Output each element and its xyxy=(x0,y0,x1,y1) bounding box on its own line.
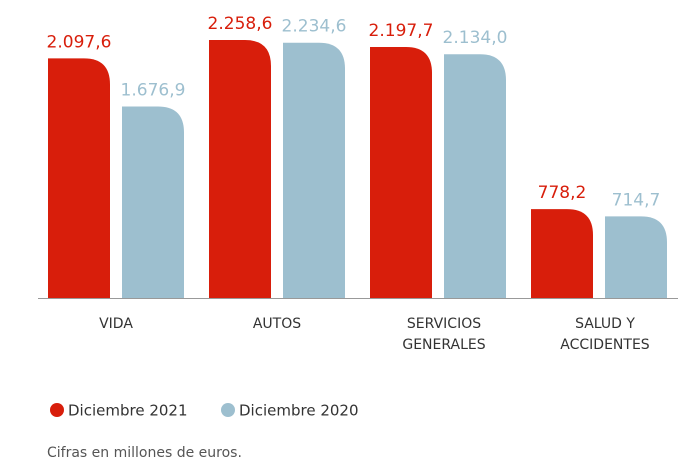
x-tick-label: AUTOS xyxy=(252,316,302,332)
x-tick-label: SERVICIOS GENERALES xyxy=(402,316,486,353)
legend-label: Diciembre 2020 xyxy=(239,402,359,420)
legend-swatch xyxy=(50,403,64,417)
value-label: 1.676,9 xyxy=(121,80,186,100)
value-label: 2.097,6 xyxy=(47,32,112,52)
bar xyxy=(209,40,271,298)
bar xyxy=(283,42,345,299)
bar xyxy=(531,209,593,298)
value-label: 2.134,0 xyxy=(443,28,508,48)
value-label: 778,2 xyxy=(538,183,587,203)
bar xyxy=(122,106,184,298)
x-tick-label: VIDA xyxy=(99,316,133,332)
bar xyxy=(444,54,506,299)
value-label: 2.197,7 xyxy=(369,21,434,41)
legend-label: Diciembre 2021 xyxy=(68,402,188,420)
note: Cifras en millones de euros. xyxy=(47,445,242,461)
value-label: 714,7 xyxy=(612,190,661,210)
x-tick-label: SALUD Y ACCIDENTES xyxy=(560,316,650,353)
bar xyxy=(370,46,432,299)
bar xyxy=(48,58,110,298)
legend-swatch xyxy=(221,403,235,417)
value-label: 2.234,6 xyxy=(282,17,347,37)
value-label: 2.258,6 xyxy=(208,14,273,34)
bar xyxy=(605,216,667,298)
